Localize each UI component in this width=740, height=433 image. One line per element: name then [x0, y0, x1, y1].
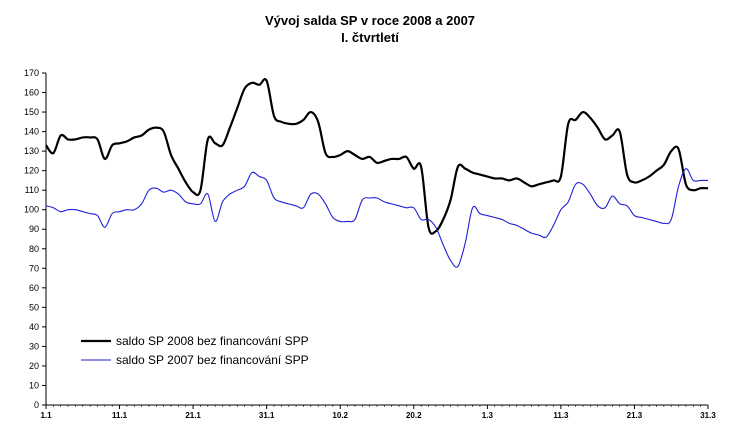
y-tick-label: 70 — [29, 263, 39, 273]
series-line-2 — [45, 168, 708, 268]
y-tick-label: 140 — [24, 127, 39, 137]
chart-legend: saldo SP 2008 bez financování SPP saldo S… — [81, 334, 309, 367]
y-tick-label: 80 — [29, 244, 39, 254]
series-layer — [45, 78, 709, 268]
x-tick-label: 10.2 — [332, 411, 348, 420]
x-tick-label: 21.3 — [627, 411, 643, 420]
chart-title-line1: Vývoj salda SP v roce 2008 a 2007 — [264, 13, 476, 28]
y-tick-label: 0 — [34, 400, 39, 410]
x-tick-label: 1.3 — [482, 411, 494, 420]
y-tick-label: 90 — [29, 224, 39, 234]
chart-title-line2: I. čtvrtletí — [341, 30, 399, 45]
y-tick-label: 30 — [29, 341, 39, 351]
y-tick-label: 160 — [24, 88, 39, 98]
y-tick-label: 130 — [24, 146, 39, 156]
y-tick-label: 20 — [29, 361, 39, 371]
x-tick-label: 21.1 — [185, 411, 201, 420]
y-tick-label: 60 — [29, 283, 39, 293]
x-tick-label: 1.1 — [40, 411, 52, 420]
x-tick-label: 31.3 — [700, 411, 716, 420]
x-tick-label: 11.1 — [112, 411, 128, 420]
y-tick-label: 110 — [25, 185, 39, 195]
x-tick-label: 11.3 — [553, 411, 569, 420]
y-tick-label: 150 — [24, 107, 39, 117]
x-tick-label: 20.2 — [406, 411, 422, 420]
x-tick-label: 31.1 — [259, 411, 275, 420]
y-tick-label: 10 — [29, 380, 39, 390]
series-line-1 — [45, 78, 709, 235]
y-tick-label: 120 — [24, 166, 39, 176]
legend-label-1: saldo SP 2008 bez financování SPP — [116, 334, 309, 348]
chart-title: Vývoj salda SP v roce 2008 a 2007 I. čtv… — [0, 12, 740, 46]
chart-axes: 0 10 20 30 40 50 60 70 80 90 100 110 120 130 140 150 160… — [24, 68, 716, 420]
y-tick-label: 50 — [29, 302, 39, 312]
y-tick-label: 170 — [24, 68, 39, 78]
y-tick-label: 40 — [29, 322, 39, 332]
legend-label-2: saldo SP 2007 bez financování SPP — [116, 353, 309, 367]
y-tick-label: 100 — [24, 205, 39, 215]
